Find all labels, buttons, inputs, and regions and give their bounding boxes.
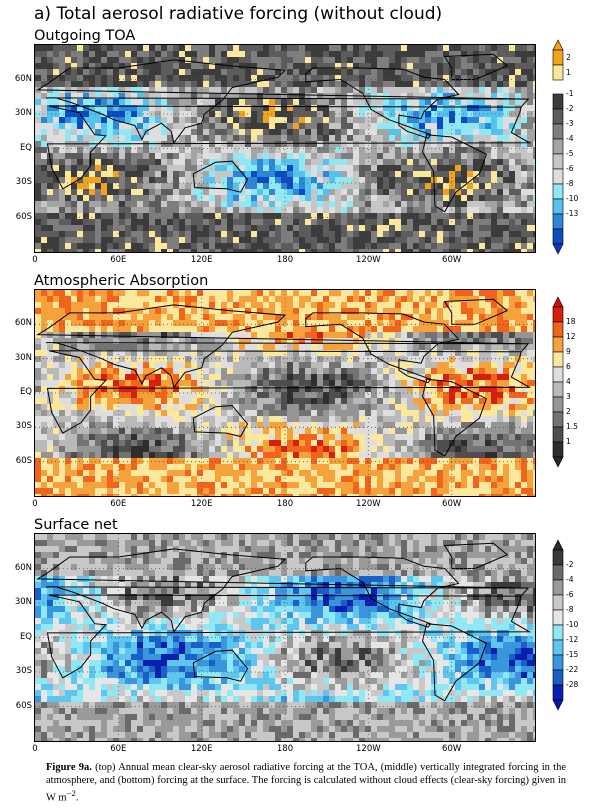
colorbar-label: -3 xyxy=(566,119,574,128)
colorbar-label: -10 xyxy=(566,194,579,203)
longitude-label: 60W xyxy=(442,744,462,754)
colorbar-label: 6 xyxy=(566,362,571,371)
latitude-label: 30S xyxy=(15,177,32,187)
world-map-field xyxy=(35,45,535,252)
colorbar-label: 2 xyxy=(566,407,571,416)
colorbar-label: 12 xyxy=(566,332,576,341)
latitude-label: EQ xyxy=(19,387,32,397)
latitude-label: 60S xyxy=(15,455,32,466)
figure-title: a) Total aerosol radiative forcing (with… xyxy=(34,4,443,24)
caption-text: (top) Annual mean clear-sky aerosol radi… xyxy=(46,762,566,804)
longitude-label: 0 xyxy=(32,255,38,265)
colorbar xyxy=(552,296,564,468)
colorbar-label: -4 xyxy=(566,575,574,584)
longitude-label: 60W xyxy=(442,255,462,265)
colorbar-label: 2 xyxy=(566,52,571,62)
longitude-label: 120E xyxy=(190,744,213,754)
longitude-label: 0 xyxy=(32,499,38,509)
longitude-label: 120W xyxy=(356,255,381,265)
colorbar-label: -6 xyxy=(566,164,574,173)
world-map xyxy=(34,44,536,253)
colorbar-label: 9 xyxy=(566,347,571,356)
colorbar-label: -28 xyxy=(566,680,579,689)
colorbar-label: -2 xyxy=(566,104,574,113)
longitude-label: 120W xyxy=(356,744,381,754)
colorbar-label: 1.5 xyxy=(566,422,578,431)
colorbar-label: 4 xyxy=(566,377,571,386)
latitude-label: 60N xyxy=(14,73,32,84)
longitude-label: 0 xyxy=(32,744,38,754)
colorbar-label: -13 xyxy=(566,209,579,218)
colorbar-label: 1 xyxy=(566,67,571,77)
longitude-label: 60E xyxy=(110,744,127,754)
panel-title: Outgoing TOA xyxy=(34,28,136,44)
panel-title: Surface net xyxy=(34,517,118,533)
colorbar-label: -2 xyxy=(566,560,574,569)
longitude-label: 120W xyxy=(356,499,381,509)
colorbar-label: -5 xyxy=(566,149,574,158)
caption-end: . xyxy=(75,792,79,804)
latitude-label: 30S xyxy=(15,666,32,676)
latitude-label: 30N xyxy=(14,108,32,118)
latitude-label: 60N xyxy=(14,318,32,329)
caption-figure-label: Figure 9a. xyxy=(46,762,92,773)
longitude-label: 120E xyxy=(190,255,213,265)
world-map-field xyxy=(35,534,535,741)
latitude-label: EQ xyxy=(19,631,32,642)
colorbar-label: -22 xyxy=(566,665,579,674)
longitude-label: 120E xyxy=(190,499,213,509)
latitude-label: EQ xyxy=(19,142,32,153)
latitude-label: 30S xyxy=(15,421,32,432)
latitude-label: 60S xyxy=(15,700,32,711)
longitude-label: 180 xyxy=(276,744,294,754)
longitude-label: 180 xyxy=(276,255,294,265)
latitude-label: 60S xyxy=(15,211,32,222)
latitude-label: 30N xyxy=(14,352,32,363)
colorbar xyxy=(552,39,564,255)
colorbar-label: -15 xyxy=(566,650,579,659)
world-map-field xyxy=(35,290,535,496)
longitude-label: 180 xyxy=(276,499,294,509)
colorbar-label: -1 xyxy=(566,89,574,98)
longitude-label: 60W xyxy=(442,499,462,509)
panel-title: Atmospheric Absorption xyxy=(34,273,209,289)
colorbar-label: -6 xyxy=(566,590,574,599)
colorbar-label: 3 xyxy=(566,392,571,401)
caption-superscript: −2 xyxy=(66,788,76,798)
colorbar-label: -8 xyxy=(566,605,574,614)
figure-caption: Figure 9a. (top) Annual mean clear-sky a… xyxy=(46,762,566,805)
latitude-label: 60N xyxy=(14,562,32,573)
longitude-label: 60E xyxy=(110,255,127,265)
world-map xyxy=(34,533,536,742)
colorbar-label: -10 xyxy=(566,620,579,629)
colorbar-label: 1 xyxy=(566,437,571,446)
longitude-label: 60E xyxy=(110,499,127,509)
colorbar-label: -4 xyxy=(566,134,574,143)
colorbar-label: -12 xyxy=(566,635,579,644)
colorbar xyxy=(552,539,564,711)
colorbar-label: 18 xyxy=(566,317,576,326)
colorbar-label: -8 xyxy=(566,179,574,188)
latitude-label: 30N xyxy=(14,597,32,607)
world-map xyxy=(34,289,536,497)
